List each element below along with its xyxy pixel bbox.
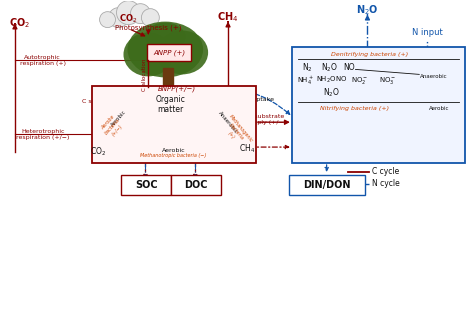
Text: N$_2$O: N$_2$O (356, 3, 379, 17)
FancyBboxPatch shape (91, 86, 256, 163)
Ellipse shape (156, 31, 208, 74)
Text: Autotrophic
respiration (+): Autotrophic respiration (+) (20, 55, 66, 66)
Text: CO$_2$: CO$_2$ (9, 16, 30, 30)
Text: C allocation: C allocation (142, 58, 147, 91)
Text: N$_2$O: N$_2$O (321, 61, 338, 74)
Text: DIN/DON: DIN/DON (303, 180, 350, 190)
FancyBboxPatch shape (171, 175, 221, 195)
Text: Aerobe
bacteria
(+/−): Aerobe bacteria (+/−) (100, 113, 126, 139)
Text: Anaerobic: Anaerobic (420, 74, 448, 79)
Text: C supply (+/−)
C : N (−): C supply (+/−) C : N (−) (82, 99, 129, 110)
Circle shape (117, 1, 140, 25)
Ellipse shape (146, 23, 185, 50)
Text: Methanotropic bacteria (−): Methanotropic bacteria (−) (140, 153, 206, 158)
Circle shape (130, 4, 150, 24)
Ellipse shape (123, 33, 173, 76)
FancyBboxPatch shape (147, 43, 191, 61)
Text: NO$_3^-$: NO$_3^-$ (379, 75, 396, 86)
Text: N$_2$: N$_2$ (302, 61, 313, 74)
FancyBboxPatch shape (292, 46, 465, 163)
Circle shape (141, 9, 159, 27)
Text: NO$_2^-$: NO$_2^-$ (351, 75, 368, 86)
Text: SOC: SOC (135, 180, 158, 190)
Text: C cycle: C cycle (373, 167, 400, 177)
Text: N toxicity (+): N toxicity (+) (192, 102, 234, 107)
Text: Aerobic: Aerobic (162, 148, 185, 153)
Text: NH$_2$ONO: NH$_2$ONO (316, 75, 347, 85)
Circle shape (100, 12, 116, 28)
Text: Nitrifying bacteria (+): Nitrifying bacteria (+) (320, 106, 389, 111)
Text: BNPP(+/−): BNPP(+/−) (158, 85, 196, 92)
Text: Photosynthesis (+): Photosynthesis (+) (115, 24, 182, 31)
Text: N$_2$O: N$_2$O (323, 86, 340, 99)
Text: ANPP (+): ANPP (+) (153, 49, 185, 56)
FancyBboxPatch shape (121, 175, 171, 195)
Circle shape (109, 8, 128, 28)
Text: CH$_4$: CH$_4$ (218, 10, 239, 24)
Text: N cycle: N cycle (373, 179, 400, 189)
Text: Denitrifying bacteria (+): Denitrifying bacteria (+) (331, 52, 408, 57)
Text: Organic
matter: Organic matter (155, 95, 185, 114)
FancyBboxPatch shape (289, 175, 365, 195)
FancyBboxPatch shape (164, 68, 173, 90)
Text: N input: N input (412, 28, 443, 37)
Text: CO$_2$: CO$_2$ (91, 146, 107, 158)
Text: Heterotrophic
respiration (+/−): Heterotrophic respiration (+/−) (16, 129, 70, 139)
Text: DOC: DOC (184, 180, 208, 190)
Text: NH$_4^+$: NH$_4^+$ (297, 74, 314, 87)
Text: NO: NO (344, 63, 356, 72)
Ellipse shape (128, 22, 203, 77)
Text: Aerobic: Aerobic (110, 109, 127, 127)
Text: Aerobic: Aerobic (429, 106, 449, 111)
Text: CO$_2$: CO$_2$ (119, 12, 138, 25)
Text: Methanogenic
bacteria
(+): Methanogenic bacteria (+) (219, 114, 254, 151)
Text: Anaerobic: Anaerobic (217, 110, 239, 134)
Text: Root uptake: Root uptake (236, 97, 274, 102)
Text: CH$_4$: CH$_4$ (239, 143, 255, 155)
Text: C substrate
supply (+/−): C substrate supply (+/−) (246, 114, 286, 124)
